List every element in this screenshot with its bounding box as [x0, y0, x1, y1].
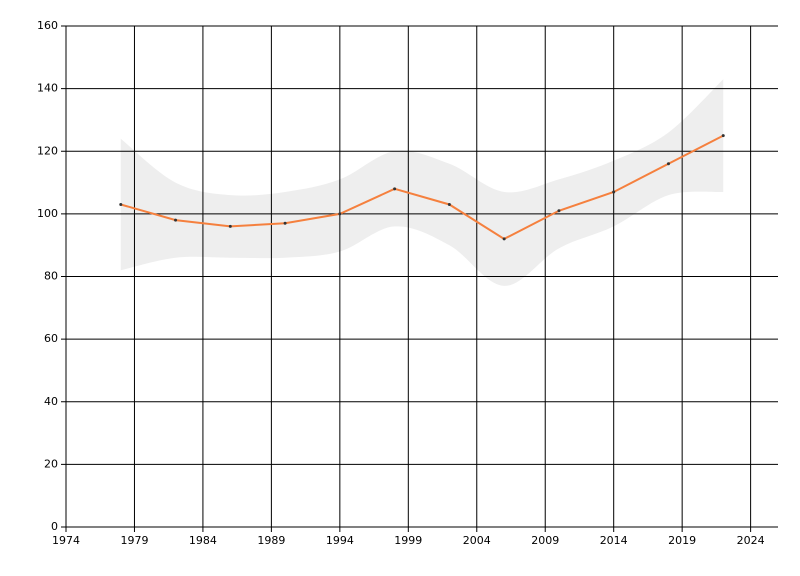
x-tick-label: 2009	[531, 534, 559, 547]
x-tick-label: 2024	[737, 534, 765, 547]
x-tick-label: 2014	[600, 534, 628, 547]
y-tick-label: 0	[51, 520, 58, 533]
point	[557, 209, 561, 213]
x-tick-label: 1984	[189, 534, 217, 547]
point	[338, 212, 342, 216]
point	[119, 202, 123, 206]
point	[447, 202, 451, 206]
x-tick-label: 2004	[463, 534, 491, 547]
point	[721, 134, 725, 138]
y-tick-label: 80	[44, 270, 58, 283]
x-tick-label: 1999	[394, 534, 422, 547]
x-tick-label: 2019	[668, 534, 696, 547]
y-tick-label: 100	[37, 207, 58, 220]
point	[612, 190, 616, 194]
x-tick-label: 1974	[52, 534, 80, 547]
x-tick-label: 1979	[120, 534, 148, 547]
y-tick-label: 60	[44, 332, 58, 345]
y-tick-label: 140	[37, 82, 58, 95]
y-tick-label: 160	[37, 19, 58, 32]
y-tick-label: 20	[44, 457, 58, 470]
point	[228, 224, 232, 228]
point	[174, 218, 178, 222]
x-tick-label: 1994	[326, 534, 354, 547]
point	[502, 237, 506, 241]
point	[283, 221, 287, 225]
line	[120, 134, 724, 241]
y-tick-label: 120	[37, 144, 58, 157]
y-tick-label: 40	[44, 395, 58, 408]
point	[666, 162, 670, 166]
point	[393, 187, 397, 191]
x-tick-label: 1989	[257, 534, 285, 547]
